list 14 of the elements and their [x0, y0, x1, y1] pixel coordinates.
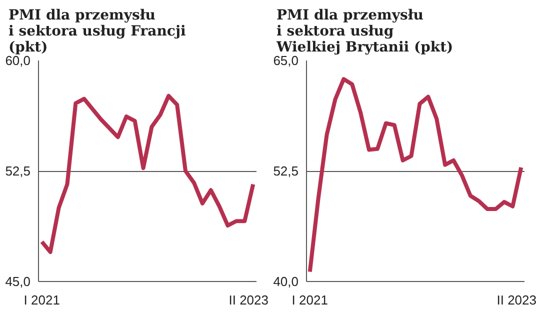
- y-tick-label: 52,5: [5, 164, 31, 178]
- y-tick-label: 65,0: [273, 53, 299, 68]
- y-tick-label: 60,0: [5, 53, 31, 68]
- x-tick-label: I 2021: [24, 292, 60, 308]
- x-tick-label: I 2021: [292, 292, 328, 308]
- x-tick-label: II 2023: [496, 292, 536, 308]
- line-series: [40, 94, 256, 254]
- chart-title: PMI dla przemysłu i sektora usług Wielkiej Brytanii (pkt): [276, 8, 454, 56]
- y-tick-label: 40,0: [273, 274, 299, 289]
- y-tick-label: 52,5: [273, 164, 299, 178]
- chart-title: PMI dla przemysłu i sektora usług Francji (pkt): [8, 8, 186, 56]
- line-series: [308, 77, 524, 274]
- x-tick-label: II 2023: [228, 292, 269, 308]
- y-tick-label: 45,0: [5, 274, 31, 289]
